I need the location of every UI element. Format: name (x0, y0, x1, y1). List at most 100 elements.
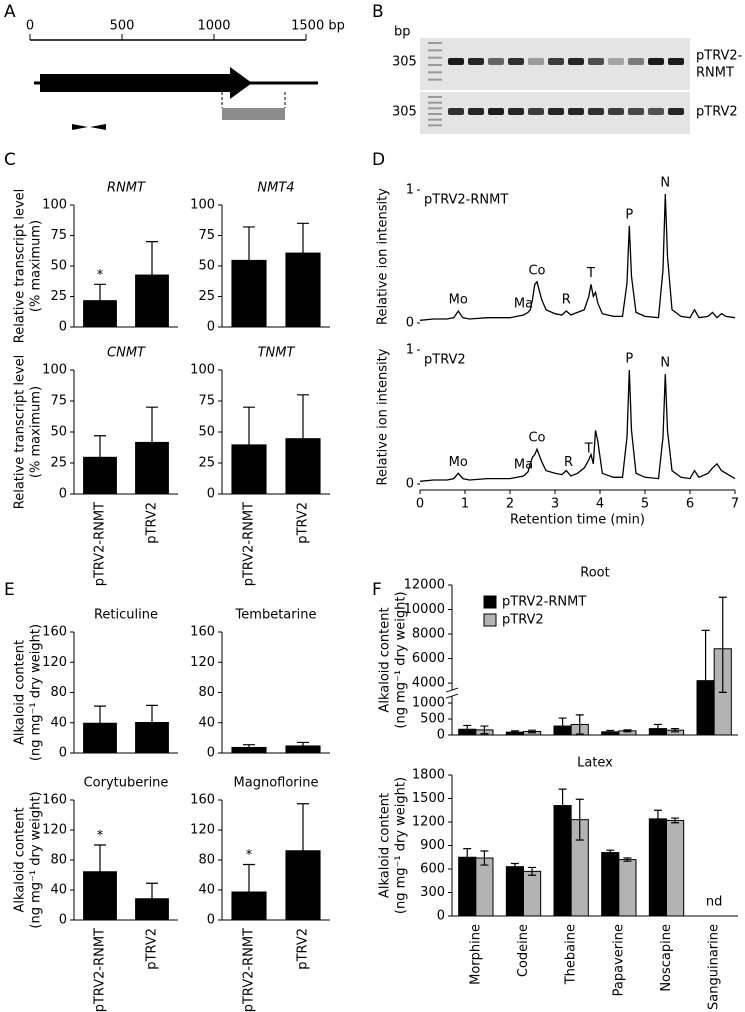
error-bar (297, 803, 309, 898)
error-bar (297, 394, 309, 483)
bar (285, 745, 321, 753)
error-bar (94, 844, 106, 899)
x-tick-label: pTRV2-RNMT (242, 502, 257, 586)
x-tick-label: Morphine (468, 924, 483, 985)
gel-band (448, 108, 464, 115)
y-tick-label: 0 (59, 746, 67, 761)
y-tick-label: 40 (50, 883, 67, 898)
peak-label: R (564, 455, 573, 470)
y-tick-label: 80 (50, 685, 67, 700)
gel-band (648, 108, 664, 115)
panel-label: B (372, 2, 384, 22)
legend-label: pTRV2 (502, 613, 544, 628)
y-tick-label: 75 (50, 394, 67, 409)
error-bar (94, 705, 106, 740)
gel-band (568, 58, 584, 65)
y-tick-label: 100 (42, 363, 67, 378)
y-tick-label: 0 (207, 913, 215, 928)
lane-label: pTRV2- (696, 49, 743, 64)
y-tick-label: 1800 (412, 768, 445, 783)
error-bar (606, 729, 615, 734)
gene-map: 0 500 1000 1500 bp (26, 19, 345, 130)
primer (72, 124, 88, 130)
peak-label: N (660, 356, 670, 371)
chart-title: Magnoflorine (234, 776, 319, 791)
error-bar (510, 730, 519, 735)
y-axis-label: Relative transcript level (13, 355, 28, 509)
scale-label: 1500 bp (291, 19, 345, 34)
x-tick-label: pTRV2-RNMT (93, 928, 108, 1012)
error-bar (94, 283, 106, 317)
error-bar (653, 723, 662, 734)
y-tick-label: 160 (42, 793, 67, 808)
x-tick-label: Papaverine (611, 924, 626, 996)
x-tick-label: 7 (731, 497, 739, 512)
gel-band (548, 58, 564, 65)
chart-title: TNMT (258, 346, 296, 361)
legend-label: pTRV2-RNMT (502, 595, 586, 610)
y-axis-label: Relative ion intensity (376, 348, 391, 485)
trace (419, 370, 736, 482)
error-bar (243, 406, 255, 483)
y-axis-label: Alkaloid content (13, 640, 28, 745)
y-tick-label: 100 (190, 363, 215, 378)
y-tick-label: 1500 (412, 791, 445, 806)
x-tick-label: pTRV2 (296, 502, 311, 544)
y-tick-label: 100 (42, 198, 67, 213)
ladder-band (428, 78, 442, 81)
error-bar (623, 857, 632, 862)
peak-label: T (586, 266, 595, 281)
y-tick-label: 1000 (412, 696, 445, 711)
error-bar (297, 222, 309, 283)
gel-band (668, 108, 684, 115)
y-tick-label: 120 (42, 823, 67, 838)
chart-title: Root (580, 566, 609, 581)
y-tick-label: 25 (50, 289, 67, 304)
y-axis-label: (ng mg⁻¹ dry weight) (29, 791, 44, 928)
bar (475, 857, 494, 917)
y-tick-label: 50 (198, 259, 215, 274)
y-axis-label: (ng mg⁻¹ dry weight) (394, 777, 409, 914)
gel-band (608, 58, 624, 65)
y-tick-label: 80 (50, 853, 67, 868)
axis-break-mark (445, 693, 459, 699)
scale-label: 500 (110, 19, 135, 34)
y-tick-label: 40 (198, 715, 215, 730)
y-tick-label: 160 (190, 625, 215, 640)
x-tick-label: Thebaine (564, 924, 579, 985)
gel-band (488, 58, 504, 65)
y-tick-label: 120 (190, 823, 215, 838)
y-axis-label: (ng mg⁻¹ dry weight) (394, 591, 409, 728)
lane-label: pTRV2 (696, 105, 738, 120)
gel-band (588, 58, 604, 65)
y-tick-label: 0 (437, 728, 445, 743)
ladder-band (428, 71, 442, 74)
y-tick-label: 10000 (404, 602, 445, 617)
panel-label: D (372, 150, 385, 170)
error-bar (297, 741, 309, 750)
y-tick-label: 50 (50, 259, 67, 274)
x-tick-label: pTRV2 (145, 928, 160, 970)
bar (666, 819, 685, 917)
primer (90, 124, 106, 130)
y-tick-label: 600 (420, 862, 445, 877)
error-bar (701, 629, 710, 733)
y-axis-label: Relative transcript level (13, 189, 28, 343)
gel-band (468, 108, 484, 115)
axis-break-mark (445, 687, 459, 693)
ladder-band (428, 113, 442, 115)
x-tick-label: 0 (416, 497, 424, 512)
ladder-band (428, 49, 442, 52)
error-bar (243, 226, 255, 294)
size-unit: bp (394, 25, 411, 40)
error-bar (480, 725, 489, 735)
y-tick-label: 160 (42, 625, 67, 640)
x-tick-label: Codeine (516, 924, 531, 977)
ladder-band (428, 42, 442, 44)
ladder-band (428, 96, 442, 98)
y-tick-label: 0 (406, 477, 414, 492)
y-tick-label: 0 (406, 316, 414, 331)
error-bar (146, 406, 158, 478)
y-tick-label: 75 (50, 228, 67, 243)
